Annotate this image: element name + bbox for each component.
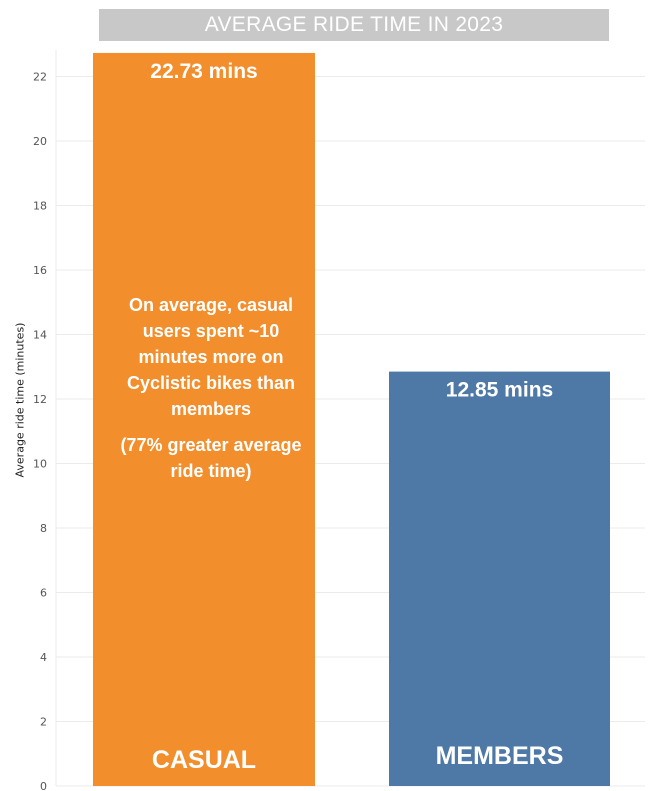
y-tick-label: 20 [33, 135, 47, 148]
data-label-casual: 22.73 mins [150, 60, 257, 83]
annotation-percent-text: (77% greater average ride time) [120, 435, 302, 481]
y-tick-label: 18 [33, 200, 47, 213]
y-axis-ticks: 0 2 4 6 8 10 12 14 16 18 20 22 [33, 71, 47, 791]
chart-title: AVERAGE RIDE TIME IN 2023 [204, 13, 504, 36]
bar-labels: 22.73 mins CASUAL 12.85 mins MEMBERS [150, 60, 563, 774]
y-tick-label: 22 [33, 71, 47, 84]
chart-annotation: On average, casual users spent ~10 minut… [106, 292, 316, 484]
y-tick-label: 12 [33, 393, 47, 406]
y-tick-label: 4 [40, 651, 47, 664]
category-label-casual: CASUAL [152, 746, 256, 774]
y-tick-label: 0 [40, 780, 47, 791]
y-tick-label: 2 [40, 716, 47, 729]
chart-title-bar: AVERAGE RIDE TIME IN 2023 [99, 9, 609, 41]
y-axis-label: Average ride time (minutes) [13, 322, 27, 478]
category-label-members: MEMBERS [436, 742, 564, 770]
bars [93, 52, 610, 786]
data-label-members: 12.85 mins [446, 379, 553, 402]
y-tick-label: 14 [33, 329, 47, 342]
y-tick-label: 10 [33, 458, 47, 471]
y-tick-label: 16 [33, 264, 47, 277]
annotation-main-text: On average, casual users spent ~10 minut… [126, 295, 296, 419]
y-tick-label: 8 [40, 522, 47, 535]
bar-casual [93, 52, 315, 786]
y-tick-label: 6 [40, 587, 47, 600]
bar-members [389, 371, 610, 786]
